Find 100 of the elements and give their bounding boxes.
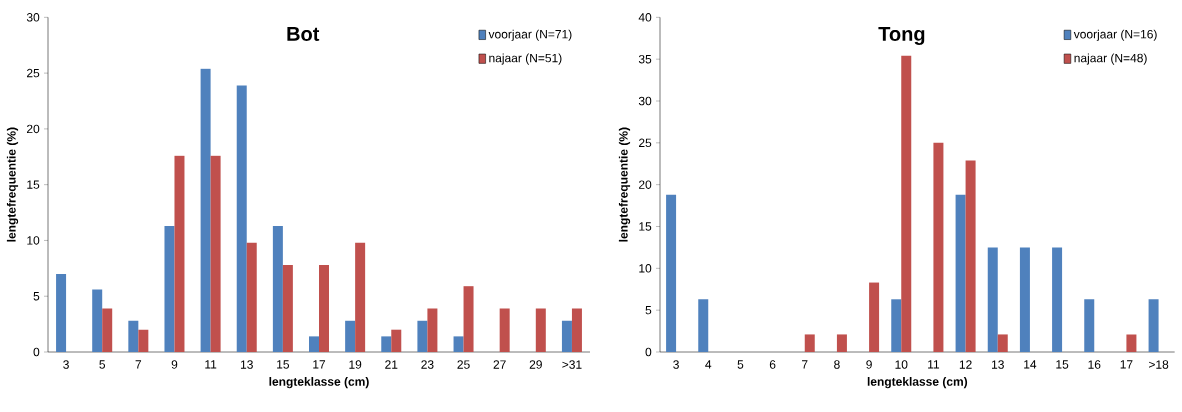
bar — [56, 273, 67, 352]
bar — [499, 308, 510, 352]
x-tick-label: 5 — [737, 360, 744, 369]
x-tick-label: 13 — [240, 360, 253, 369]
x-tick-label: 17 — [313, 360, 326, 369]
bar — [463, 286, 474, 352]
y-tick-label: 25 — [27, 68, 40, 78]
x-tick-label: 16 — [1088, 360, 1101, 369]
bar — [869, 282, 880, 352]
bar — [955, 194, 966, 352]
x-tick-label: 14 — [1024, 360, 1037, 369]
bar — [309, 336, 320, 352]
x-tick-label: 27 — [493, 360, 506, 369]
y-tick-label: 25 — [639, 138, 652, 148]
x-tick-label: 9 — [171, 360, 178, 369]
chart-title: Bot — [287, 26, 320, 41]
y-axis-title: lengtefrequentie (%) — [6, 127, 19, 242]
x-tick-label: 4 — [705, 360, 712, 369]
y-tick-label: 0 — [645, 347, 652, 357]
bar — [210, 155, 221, 352]
bar — [535, 308, 546, 352]
x-tick-label: 11 — [928, 360, 940, 369]
x-tick-label: 5 — [99, 360, 106, 369]
legend-label: voorjaar (N=16) — [1073, 29, 1157, 41]
x-tick-label: 13 — [992, 360, 1004, 369]
bar — [1126, 334, 1137, 352]
bar — [200, 68, 211, 352]
y-tick-label: 20 — [27, 124, 40, 134]
x-tick-label: >31 — [562, 360, 582, 369]
bar — [698, 299, 709, 352]
x-tick-label: 15 — [277, 360, 290, 369]
x-axis-title: lengteklasse (cm) — [867, 377, 968, 389]
bar — [174, 155, 185, 352]
chart-title: Tong — [878, 26, 925, 45]
x-axis-title: lengteklasse (cm) — [269, 377, 369, 389]
x-tick-label: 17 — [1120, 360, 1133, 369]
bar — [453, 336, 464, 352]
y-tick-label: 5 — [33, 292, 40, 301]
bar — [236, 85, 247, 352]
bar — [272, 225, 283, 352]
x-tick-label: 7 — [802, 360, 808, 369]
bar — [1148, 299, 1159, 352]
bar — [164, 225, 175, 352]
y-tick-label: 30 — [26, 13, 40, 22]
bar — [246, 242, 257, 352]
legend-label: najaar (N=51) — [489, 53, 562, 65]
y-tick-label: 0 — [33, 347, 40, 357]
x-tick-label: 29 — [529, 360, 542, 369]
y-tick-label: 15 — [639, 222, 652, 231]
x-tick-label: 3 — [673, 360, 679, 369]
bar — [1019, 247, 1030, 352]
bar — [319, 264, 329, 352]
bar — [128, 320, 139, 352]
x-tick-label: 21 — [385, 360, 398, 369]
bar — [345, 320, 356, 352]
legend-label: najaar (N=48) — [1074, 53, 1147, 65]
y-tick-label: 10 — [639, 264, 652, 273]
bar — [933, 142, 944, 352]
y-tick-label: 15 — [27, 180, 40, 189]
bar — [901, 55, 912, 352]
x-tick-label: 7 — [135, 360, 142, 369]
bar — [965, 160, 976, 352]
bar — [1052, 247, 1063, 352]
y-tick-label: 5 — [645, 305, 652, 315]
bar — [891, 299, 902, 352]
y-tick-label: 10 — [27, 236, 40, 245]
x-tick-label: 15 — [1056, 360, 1069, 369]
bar — [138, 329, 149, 352]
bar — [987, 247, 998, 352]
x-tick-label: 23 — [421, 360, 434, 369]
bar — [427, 308, 438, 352]
y-tick-label: 35 — [638, 54, 652, 64]
bar — [417, 320, 428, 352]
x-tick-label: 3 — [63, 360, 69, 369]
bar — [804, 334, 815, 352]
bar — [282, 264, 293, 352]
x-tick-label: 9 — [866, 360, 872, 369]
bar — [571, 308, 582, 352]
bar — [836, 334, 847, 352]
y-tick-label: 20 — [639, 180, 652, 189]
bar — [92, 289, 103, 352]
bar — [666, 194, 677, 352]
x-tick-label: 10 — [895, 360, 908, 369]
bar — [997, 334, 1008, 352]
bar — [381, 336, 392, 352]
y-tick-label: 40 — [638, 13, 652, 22]
bar — [1084, 299, 1095, 352]
bar — [102, 308, 113, 352]
x-tick-label: 11 — [205, 360, 217, 369]
y-axis-title: lengtefrequentie (%) — [618, 127, 631, 242]
bar — [391, 329, 402, 352]
y-tick-label: 30 — [638, 96, 652, 106]
bar — [355, 242, 366, 352]
x-tick-label: 25 — [457, 360, 470, 369]
x-tick-label: 8 — [834, 360, 840, 369]
x-tick-label: 6 — [769, 360, 776, 369]
legend-label: voorjaar (N=71) — [488, 29, 572, 41]
bar — [561, 320, 572, 352]
x-tick-label: 19 — [349, 360, 362, 369]
x-tick-label: >18 — [1148, 360, 1169, 369]
